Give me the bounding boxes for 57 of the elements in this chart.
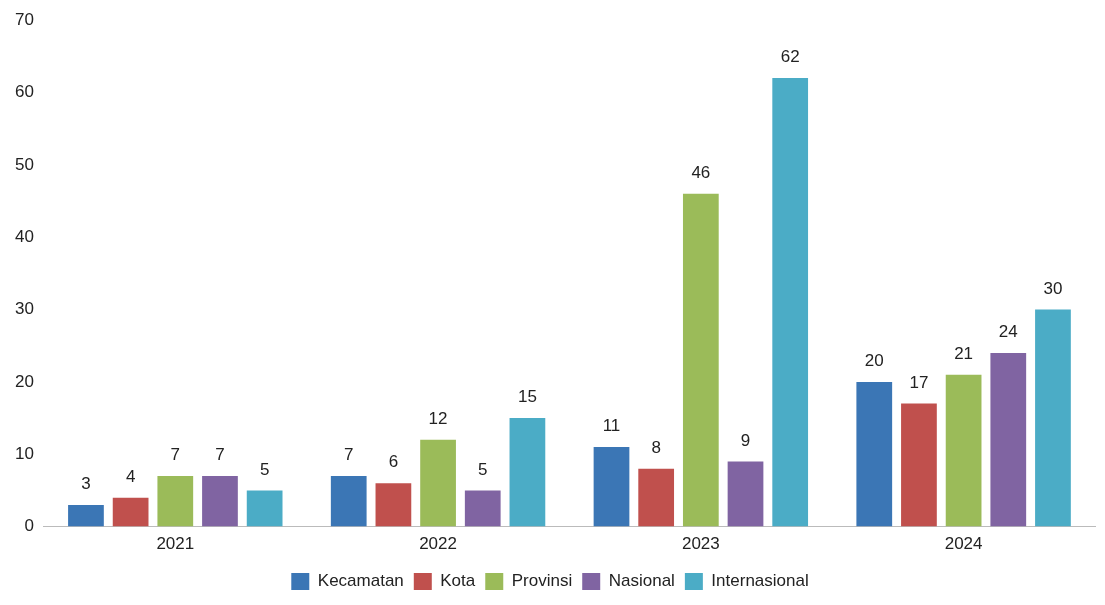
- data-label: 5: [259, 459, 270, 479]
- bar: [1035, 309, 1071, 527]
- data-label: 21: [954, 343, 974, 363]
- y-tick-label: 0: [24, 516, 34, 536]
- data-label: 62: [780, 47, 800, 67]
- bar: [638, 468, 675, 527]
- bar: [727, 461, 764, 527]
- data-label: 7: [215, 445, 225, 465]
- x-tick-label: 2022: [419, 534, 457, 554]
- data-label: 17: [909, 372, 929, 392]
- bar: [112, 497, 149, 527]
- bar: [330, 475, 367, 527]
- x-tick-label: 2024: [944, 534, 983, 554]
- y-tick-label: 10: [14, 443, 34, 463]
- bar: [375, 483, 412, 527]
- bar: [202, 475, 238, 527]
- bar: [157, 475, 194, 527]
- y-tick-label: 70: [14, 9, 34, 29]
- legend-label: Internasional: [711, 571, 809, 591]
- bar: [682, 193, 719, 527]
- data-label: 7: [170, 445, 181, 465]
- data-label: 3: [81, 474, 91, 494]
- bar: [68, 504, 104, 527]
- bar: [772, 78, 809, 527]
- x-tick-label: 2021: [156, 534, 195, 554]
- bar: [420, 439, 456, 527]
- data-label: 4: [125, 466, 136, 486]
- data-label: 20: [864, 351, 884, 371]
- bar: [509, 418, 546, 527]
- bar: [945, 374, 982, 527]
- y-tick-label: 20: [14, 371, 34, 391]
- x-tick-label: 2023: [681, 534, 720, 554]
- data-label: 11: [602, 416, 621, 436]
- data-label: 8: [651, 437, 661, 457]
- data-label: 6: [388, 452, 399, 472]
- bar: [593, 447, 630, 527]
- legend-label: Kecamatan: [317, 571, 404, 591]
- data-label: 46: [691, 163, 711, 183]
- bar: [990, 352, 1027, 527]
- legend-label: Provinsi: [511, 571, 573, 591]
- data-label: 12: [428, 408, 448, 428]
- data-label: 15: [517, 387, 537, 407]
- data-label: 7: [343, 445, 354, 465]
- y-tick-label: 50: [14, 154, 34, 174]
- data-label: 24: [998, 322, 1018, 342]
- bar: [464, 490, 501, 527]
- data-label: 5: [478, 459, 488, 479]
- bar: [901, 403, 937, 527]
- y-tick-label: 40: [14, 226, 34, 246]
- y-tick-label: 60: [14, 82, 34, 102]
- bar: [856, 381, 893, 527]
- legend-label: Nasional: [608, 571, 675, 591]
- data-label: 9: [740, 430, 751, 450]
- data-label: 30: [1043, 278, 1063, 298]
- legend-label: Kota: [440, 571, 476, 591]
- y-tick-label: 30: [14, 299, 34, 319]
- bar: [246, 490, 283, 527]
